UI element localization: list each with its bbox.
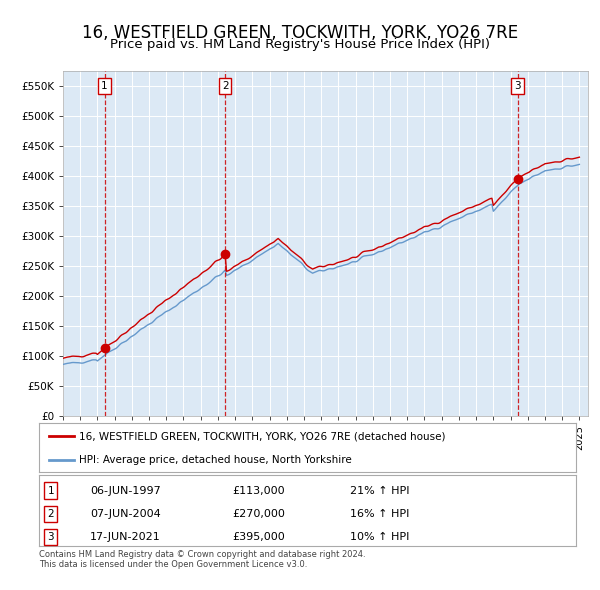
Text: £395,000: £395,000 xyxy=(232,532,285,542)
Text: £113,000: £113,000 xyxy=(232,486,285,496)
Text: 21% ↑ HPI: 21% ↑ HPI xyxy=(350,486,410,496)
Text: 2: 2 xyxy=(222,81,229,91)
Text: 16, WESTFIELD GREEN, TOCKWITH, YORK, YO26 7RE: 16, WESTFIELD GREEN, TOCKWITH, YORK, YO2… xyxy=(82,24,518,42)
Text: 07-JUN-2004: 07-JUN-2004 xyxy=(90,509,161,519)
Text: 16% ↑ HPI: 16% ↑ HPI xyxy=(350,509,410,519)
Text: HPI: Average price, detached house, North Yorkshire: HPI: Average price, detached house, Nort… xyxy=(79,455,352,465)
Text: 17-JUN-2021: 17-JUN-2021 xyxy=(90,532,161,542)
Text: £270,000: £270,000 xyxy=(232,509,285,519)
Text: 1: 1 xyxy=(47,486,54,496)
Text: Contains HM Land Registry data © Crown copyright and database right 2024.
This d: Contains HM Land Registry data © Crown c… xyxy=(39,550,365,569)
Text: 10% ↑ HPI: 10% ↑ HPI xyxy=(350,532,410,542)
Text: 3: 3 xyxy=(47,532,54,542)
Text: 3: 3 xyxy=(514,81,521,91)
Text: 06-JUN-1997: 06-JUN-1997 xyxy=(90,486,161,496)
Text: Price paid vs. HM Land Registry's House Price Index (HPI): Price paid vs. HM Land Registry's House … xyxy=(110,38,490,51)
Text: 2: 2 xyxy=(47,509,54,519)
Text: 1: 1 xyxy=(101,81,108,91)
Text: 16, WESTFIELD GREEN, TOCKWITH, YORK, YO26 7RE (detached house): 16, WESTFIELD GREEN, TOCKWITH, YORK, YO2… xyxy=(79,431,446,441)
